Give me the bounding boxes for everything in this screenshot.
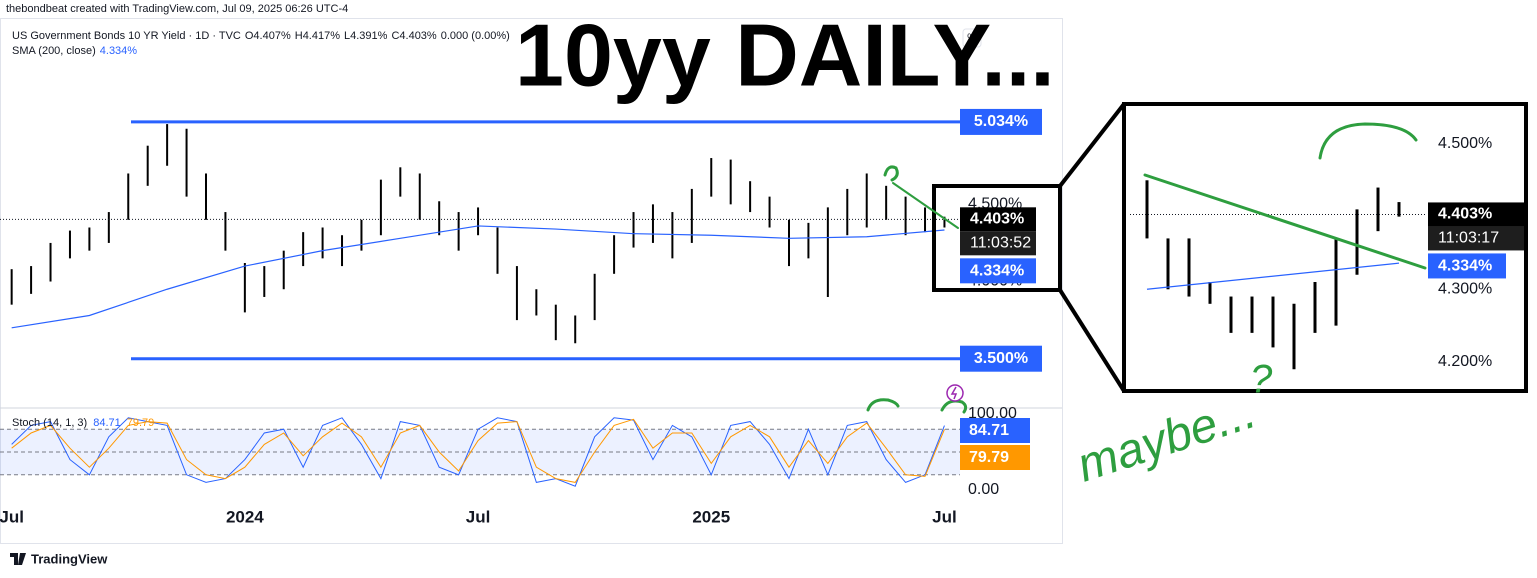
main-chart: 4.500%4.000%Jul2024Jul2025Jul5.034%3.500…	[0, 30, 1042, 526]
x-tick-label: Jul	[932, 507, 957, 526]
legend-value: 0.000 (0.00%)	[441, 30, 510, 42]
overlay: 4.500% 4.300% 4.200% 4.403% 11:03:17 4.334%	[1130, 135, 1524, 370]
x-tick-label: 2024	[226, 507, 264, 526]
last-price-label: 4.403%	[970, 211, 1024, 228]
y-tick-label: 4.300%	[1438, 280, 1492, 297]
legend: US Government Bonds 10 YR Yield · 1D · T…	[12, 30, 510, 42]
x-tick-label: Jul	[0, 507, 24, 526]
trendline	[1143, 173, 1427, 270]
brand-logo	[10, 553, 26, 565]
countdown-tag	[960, 231, 1036, 256]
zoom-connector	[1058, 288, 1126, 393]
sma-line	[11, 225, 945, 329]
level-tag	[960, 108, 1042, 135]
legend-name: US Government Bonds 10 YR Yield · 1D · T…	[12, 30, 241, 42]
legend-value: C4.403%	[391, 30, 436, 42]
legend-value: O4.407%	[245, 30, 291, 42]
sma-tag-label: 4.334%	[970, 263, 1024, 280]
countdown-tag	[1428, 226, 1524, 251]
countdown: 11:03:52	[970, 235, 1031, 252]
last-price-tag	[1428, 202, 1524, 227]
scribble	[866, 398, 900, 412]
zoom-connector	[1058, 102, 1126, 188]
y-tick-label: 100.00	[968, 405, 1017, 422]
hand-drawing	[866, 122, 1427, 414]
scribble	[1318, 122, 1418, 160]
handwritten-mark: ?	[1250, 358, 1273, 402]
percent-button-label[interactable]: %	[967, 32, 977, 44]
legend-value: L4.391%	[344, 30, 388, 42]
last-price-label: 4.403%	[1438, 206, 1492, 223]
level-label: 3.500%	[974, 350, 1028, 367]
legend-name: Stoch (14, 1, 3)	[12, 417, 87, 429]
scribble	[883, 165, 899, 182]
x-tick-label: 2025	[692, 507, 730, 526]
event-icon[interactable]	[946, 384, 964, 402]
level-label: 5.034%	[974, 113, 1028, 130]
credit: thebondbeat created with TradingView.com…	[6, 3, 348, 15]
chart-frame	[0, 18, 1063, 544]
percent-button[interactable]	[962, 28, 982, 48]
legend: Stoch (14, 1, 3) 84.71 79.79	[12, 417, 154, 429]
value-tag-label: 84.71	[969, 422, 1009, 439]
value-tag-label: 79.79	[969, 449, 1009, 466]
scribble	[940, 399, 968, 414]
sma-tag-label: 4.334%	[1438, 258, 1492, 275]
legend-value: 84.71	[93, 417, 121, 429]
brand: TradingView	[31, 551, 108, 566]
x-tick-label: Jul	[466, 507, 491, 526]
event-icon-bolt	[950, 386, 958, 400]
level-tag	[960, 345, 1042, 372]
y-tick-label: 4.500%	[1438, 135, 1492, 152]
legend-value: H4.417%	[295, 30, 340, 42]
y-tick-label: 4.200%	[1438, 353, 1492, 370]
y-tick-label: 0.00	[968, 481, 999, 498]
sma-line	[1146, 262, 1400, 290]
big-title: 10yy DAILY...	[515, 5, 1055, 104]
sma-tag	[960, 258, 1036, 284]
value-tag	[960, 418, 1030, 443]
sma-tag	[1428, 253, 1506, 279]
stoch-line	[11, 418, 945, 483]
stoch-line	[11, 417, 945, 487]
sma-legend-value: 4.334%	[100, 45, 138, 57]
sma-legend: SMA (200, close) 4.334%	[12, 45, 137, 57]
last-price-tag	[960, 207, 1036, 232]
value-tag	[960, 445, 1030, 470]
sma-legend-name: SMA (200, close)	[12, 45, 96, 57]
callout-box	[932, 184, 1062, 292]
trendline	[892, 182, 959, 229]
legend-value: 79.79	[127, 417, 155, 429]
countdown: 11:03:17	[1438, 230, 1499, 247]
